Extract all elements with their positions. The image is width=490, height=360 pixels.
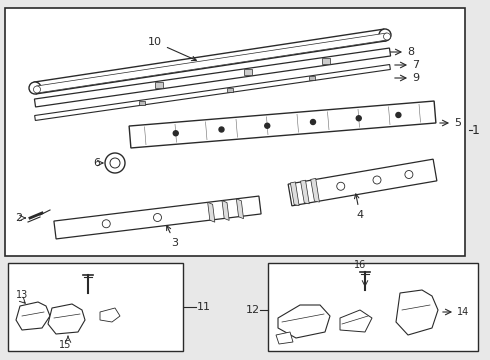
- Polygon shape: [396, 290, 438, 335]
- Bar: [8, 263, 183, 351]
- Polygon shape: [236, 199, 244, 219]
- Bar: [5, 8, 465, 256]
- Bar: [227, 88, 233, 92]
- Text: 10: 10: [148, 37, 196, 60]
- Bar: [322, 58, 330, 64]
- Polygon shape: [34, 48, 391, 107]
- Circle shape: [153, 213, 162, 221]
- Circle shape: [356, 116, 361, 121]
- Circle shape: [110, 158, 120, 168]
- Circle shape: [373, 176, 381, 184]
- Polygon shape: [100, 308, 120, 322]
- Text: 4: 4: [354, 194, 364, 220]
- Text: 8: 8: [407, 47, 414, 57]
- Circle shape: [33, 86, 41, 93]
- Circle shape: [105, 153, 125, 173]
- Polygon shape: [340, 310, 372, 332]
- Text: 5: 5: [454, 118, 461, 128]
- Text: 6: 6: [93, 158, 100, 168]
- Polygon shape: [288, 159, 437, 206]
- Circle shape: [29, 82, 41, 94]
- Polygon shape: [48, 304, 85, 334]
- Polygon shape: [35, 64, 391, 121]
- Text: 9: 9: [412, 73, 419, 83]
- Text: 12: 12: [246, 305, 260, 315]
- Circle shape: [219, 127, 224, 132]
- Text: 7: 7: [412, 60, 419, 70]
- Text: 16: 16: [354, 260, 366, 270]
- Polygon shape: [16, 302, 50, 330]
- Text: 3: 3: [167, 226, 178, 248]
- Bar: [155, 82, 163, 88]
- Circle shape: [384, 33, 391, 40]
- Bar: [139, 101, 145, 105]
- Text: 11: 11: [197, 302, 211, 312]
- Polygon shape: [276, 332, 293, 344]
- Text: 15: 15: [59, 340, 71, 350]
- Polygon shape: [36, 33, 388, 93]
- Polygon shape: [300, 180, 309, 204]
- Polygon shape: [291, 182, 299, 206]
- Circle shape: [311, 120, 316, 125]
- Bar: [309, 76, 315, 80]
- Circle shape: [102, 220, 110, 228]
- Polygon shape: [129, 101, 436, 148]
- Bar: [244, 69, 252, 75]
- Text: 13: 13: [16, 290, 28, 300]
- Circle shape: [405, 171, 413, 179]
- Text: 14: 14: [457, 307, 469, 317]
- Polygon shape: [278, 305, 330, 338]
- Circle shape: [337, 182, 345, 190]
- Polygon shape: [208, 202, 215, 222]
- Text: 1: 1: [472, 123, 480, 136]
- Circle shape: [379, 29, 391, 41]
- Polygon shape: [311, 179, 319, 202]
- Polygon shape: [222, 201, 229, 220]
- Bar: [268, 263, 478, 351]
- Circle shape: [173, 131, 178, 136]
- Circle shape: [265, 123, 270, 128]
- Text: 2: 2: [15, 213, 22, 223]
- Polygon shape: [54, 196, 261, 239]
- Polygon shape: [34, 29, 386, 94]
- Circle shape: [396, 112, 401, 117]
